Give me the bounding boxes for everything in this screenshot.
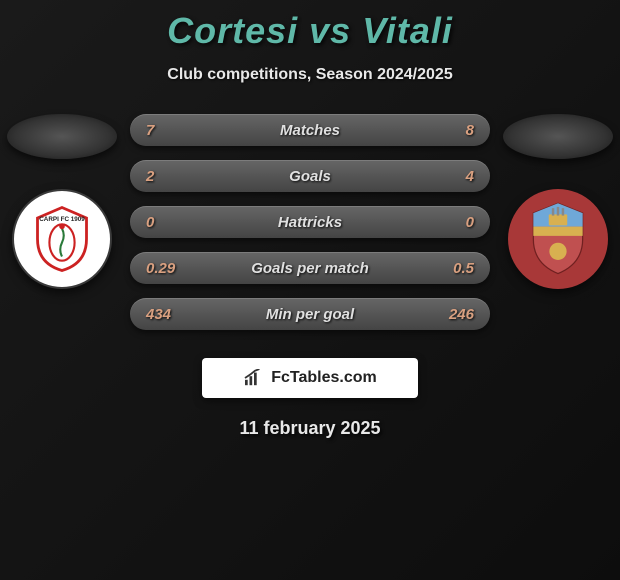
comparison-card: Cortesi vs Vitali Club competitions, Sea… [0,0,620,439]
chart-icon [243,369,265,387]
svg-text:CARPI FC 1909: CARPI FC 1909 [39,216,85,223]
right-player-column [498,114,618,289]
stat-right-value: 246 [434,306,474,323]
comparison-date: 11 february 2025 [0,418,620,439]
avatar-placeholder-left [7,114,117,159]
stat-label: Goals [289,168,331,185]
stats-list: 7 Matches 8 2 Goals 4 0 Hattricks 0 0.29… [130,114,490,330]
stat-right-value: 0.5 [434,260,474,277]
stat-row: 0.29 Goals per match 0.5 [130,252,490,284]
stat-right-value: 0 [434,214,474,231]
stat-label: Goals per match [251,260,369,277]
avatar-placeholder-right [503,114,613,159]
stat-label: Matches [280,122,340,139]
page-title: Cortesi vs Vitali [0,10,620,52]
club-badge-right [508,189,608,289]
stat-left-value: 7 [146,122,186,139]
stat-label: Min per goal [266,306,354,323]
stat-left-value: 0 [146,214,186,231]
club-badge-left: CARPI FC 1909 [12,189,112,289]
main-area: CARPI FC 1909 7 Matches 8 2 Goals 4 0 Ha… [0,114,620,330]
left-player-column: CARPI FC 1909 [2,114,122,289]
stat-row: 0 Hattricks 0 [130,206,490,238]
season-subtitle: Club competitions, Season 2024/2025 [0,66,620,84]
stat-label: Hattricks [278,214,342,231]
stat-right-value: 8 [434,122,474,139]
stat-right-value: 4 [434,168,474,185]
stat-row: 7 Matches 8 [130,114,490,146]
shield-icon: CARPI FC 1909 [27,204,97,274]
stat-left-value: 0.29 [146,260,186,277]
brand-label: FcTables.com [271,369,377,387]
stat-row: 2 Goals 4 [130,160,490,192]
stat-left-value: 2 [146,168,186,185]
stat-left-value: 434 [146,306,186,323]
shield-icon [526,202,590,276]
stat-row: 434 Min per goal 246 [130,298,490,330]
brand-badge[interactable]: FcTables.com [202,358,418,398]
